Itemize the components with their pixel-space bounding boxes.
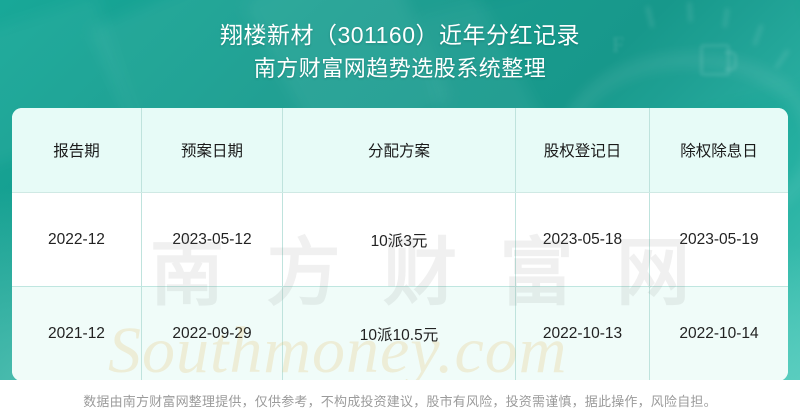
gauge-full-mark-icon: F xyxy=(612,32,625,57)
column-header-ex-dividend-date: 除权除息日 xyxy=(680,143,758,160)
column-header-record-date: 股权登记日 xyxy=(516,108,650,192)
cell-record-date: 2023-05-18 xyxy=(516,193,650,286)
page-title: 翔楼新材（301160）近年分红记录 xyxy=(219,22,581,48)
footer-bar: 数据由南方财富网整理提供，仅供参考，不构成投资建议，股市有风险，投资需谨慎，据此… xyxy=(0,380,800,420)
header-titles: 翔楼新材（301160）近年分红记录 南方财富网趋势选股系统整理 xyxy=(0,18,800,86)
column-header-plan-date: 预案日期 xyxy=(142,108,283,192)
cell-distribution-plan: 10派3元 xyxy=(283,193,516,286)
table-row: 2021-12 2022-09-29 10派10.5元 2022-10-13 2… xyxy=(12,286,788,381)
cell-plan-date: 2023-05-12 xyxy=(142,193,283,286)
cell-plan-date: 2022-09-29 xyxy=(142,287,283,380)
cell-report-period: 2021-12 xyxy=(12,287,142,380)
cell-report-period: 2022-12 xyxy=(12,193,142,286)
cell-ex-dividend-date: 2022-10-14 xyxy=(679,324,759,342)
page-subtitle: 南方财富网趋势选股系统整理 xyxy=(253,56,547,81)
dividend-table: 报告期 预案日期 分配方案 股权登记日 除权除息日 2022-12 2023-0… xyxy=(12,108,788,381)
column-header-distribution-plan: 分配方案 xyxy=(283,108,516,192)
column-header-report-period: 报告期 xyxy=(12,108,142,192)
cell-record-date: 2022-10-13 xyxy=(516,287,650,380)
fuel-pump-icon xyxy=(700,44,737,76)
cell-ex-dividend-date: 2023-05-19 xyxy=(679,230,759,248)
table-row: 2022-12 2023-05-12 10派3元 2023-05-18 2023… xyxy=(12,192,788,286)
disclaimer-text: 数据由南方财富网整理提供，仅供参考，不构成投资建议，股市有风险，投资需谨慎，据此… xyxy=(83,393,717,409)
table-header-row: 报告期 预案日期 分配方案 股权登记日 除权除息日 xyxy=(12,108,788,192)
cell-distribution-plan: 10派10.5元 xyxy=(283,287,516,380)
